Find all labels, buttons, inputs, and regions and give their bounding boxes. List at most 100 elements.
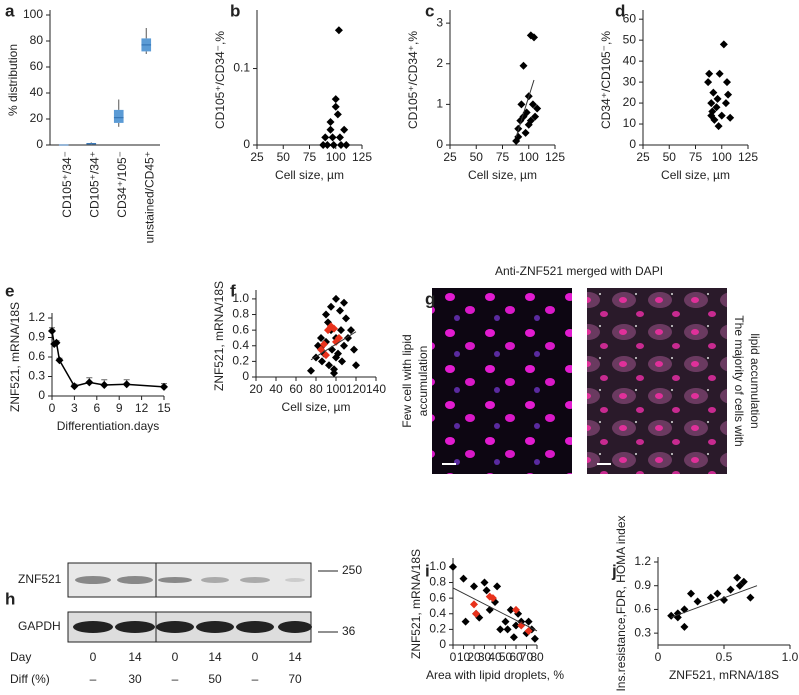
point [342, 141, 351, 149]
lane-day: 14 [128, 650, 142, 664]
x-tick-label: 9 [116, 401, 123, 415]
x-tick-label: 100 [712, 150, 732, 164]
x-tick-label: 0 [450, 650, 457, 664]
point [352, 361, 360, 370]
point [328, 133, 337, 142]
point [501, 617, 510, 626]
point [459, 574, 468, 583]
point [526, 116, 535, 125]
row-label: GAPDH [18, 619, 61, 633]
point [317, 333, 325, 342]
x-tick-label: 20 [249, 382, 263, 396]
y-tick-label: 40 [623, 53, 637, 67]
point [706, 593, 715, 602]
point [720, 595, 728, 604]
point [337, 326, 345, 335]
point [326, 118, 335, 127]
point [331, 95, 340, 104]
panel-letter: b [230, 1, 240, 20]
point [482, 586, 491, 595]
y-tick-label: 0.9 [634, 578, 651, 592]
y-tick-label: 1.0 [429, 559, 446, 573]
y-tick-label: 0.9 [28, 330, 45, 344]
point [327, 302, 335, 311]
y-axis-title: CD105⁺/CD34⁺,% [406, 31, 420, 129]
x-axis-title: Area with lipid droplets, % [426, 668, 564, 682]
panel-letter: h [5, 589, 15, 608]
point [100, 380, 109, 389]
y-tick-label: 0 [38, 388, 45, 402]
point [70, 382, 79, 391]
y-tick-label: 20 [30, 111, 44, 125]
point [707, 99, 716, 108]
point [524, 626, 533, 635]
x-tick-label: 60 [509, 650, 523, 664]
point [739, 577, 748, 586]
panel-letter: a [5, 1, 15, 20]
point [680, 622, 689, 631]
x-tick-label: 50 [277, 150, 291, 164]
point [519, 61, 528, 70]
x-tick-label: 60 [289, 382, 303, 396]
point [693, 597, 702, 606]
x-tick-label: 12 [135, 401, 149, 415]
x-tick-label: 50 [663, 150, 677, 164]
point [323, 141, 332, 149]
point [350, 345, 358, 354]
point [325, 361, 333, 370]
x-axis-title: Cell size, µm [282, 400, 351, 414]
point [712, 103, 721, 112]
point [530, 634, 539, 643]
x-axis-title: Cell size, µm [275, 168, 344, 182]
point [318, 357, 326, 366]
point [719, 40, 728, 49]
fit-line [310, 331, 357, 361]
point [524, 617, 533, 626]
point [322, 351, 330, 360]
lane-day: 0 [90, 650, 97, 664]
point [329, 141, 338, 149]
point [717, 111, 726, 120]
row-label: Day [10, 650, 31, 664]
y-tick-label: 40 [30, 85, 44, 99]
y-tick-label: 0.1 [233, 61, 250, 75]
x-tick-label: 125 [545, 150, 565, 164]
point [333, 110, 342, 119]
point [307, 366, 315, 375]
x-tick-label: unstained/CD45⁺ [142, 151, 156, 243]
point [331, 102, 340, 111]
point [726, 585, 735, 594]
x-tick-label: 100 [326, 382, 346, 396]
point [330, 369, 338, 378]
x-tick-label: 3 [71, 401, 78, 415]
point [533, 104, 542, 113]
y-tick-label: 60 [623, 11, 637, 25]
y-tick-label: 50 [623, 32, 637, 46]
point [503, 625, 512, 634]
y-tick-label: 0.4 [232, 338, 249, 352]
point [470, 600, 478, 609]
line [51, 330, 165, 388]
panel-letter: i [425, 561, 430, 580]
point [517, 100, 526, 109]
y-tick-label: 0 [439, 637, 446, 651]
y-tick-label: 100 [23, 7, 43, 21]
point [512, 621, 520, 630]
x-tick-label: 80 [309, 382, 323, 396]
y-tick-label: 0 [629, 137, 636, 151]
point [335, 333, 343, 342]
x-tick-label: 25 [250, 150, 264, 164]
y-tick-label: 0.6 [634, 602, 651, 616]
point [709, 88, 718, 97]
x-tick-label: 0 [49, 401, 56, 415]
point [335, 133, 344, 142]
x-tick-label: 15 [157, 401, 171, 415]
row-label: ZNF521 [18, 572, 62, 586]
x-tick-label: 100 [519, 150, 539, 164]
x-tick-label: 140 [366, 382, 386, 396]
point [449, 562, 457, 571]
panel-letter: d [615, 1, 625, 20]
x-tick-label: 50 [499, 650, 513, 664]
point [55, 356, 64, 365]
